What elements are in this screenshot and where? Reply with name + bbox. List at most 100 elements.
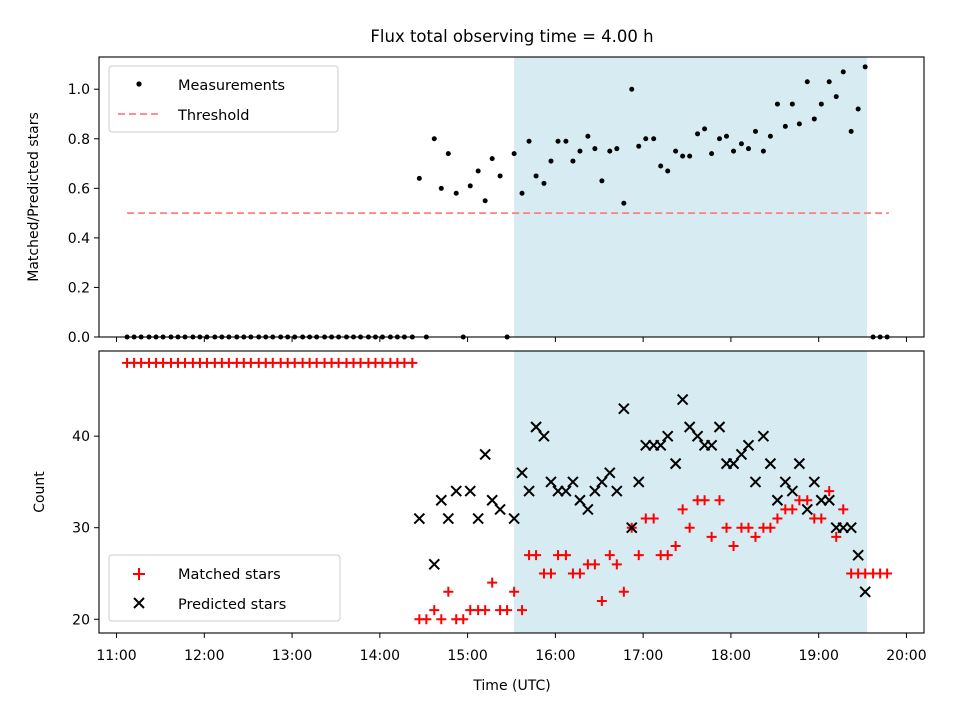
matched-star-marker: [618, 586, 629, 597]
matched-star-marker: [882, 568, 893, 579]
predicted-star-marker: [450, 485, 462, 497]
matched-star-marker: [480, 605, 491, 616]
bottom-panel: 20 30 40 11:00 12:00 13:00 14:00 15:00 16:00 17:0…: [32, 350, 927, 694]
measurement-point: [702, 126, 708, 132]
matched-star-marker: [429, 605, 440, 616]
matched-star-marker: [816, 513, 827, 524]
measurement-point: [438, 185, 444, 191]
measurement-point: [541, 180, 547, 186]
top-legend: Measurements Threshold: [108, 65, 339, 133]
predicted-star-marker: [654, 439, 667, 452]
matched-star-marker: [802, 495, 813, 506]
figure-title: Flux total observing time = 4.00 h: [370, 27, 653, 46]
measurement-point: [826, 79, 832, 85]
measurement-point: [555, 138, 561, 144]
measurement-point: [511, 151, 517, 157]
bottom-x-tick-label: 18:00: [711, 648, 751, 664]
predicted-star-marker: [589, 485, 601, 497]
matched-star-marker: [706, 531, 717, 542]
matched-star-marker: [509, 586, 520, 597]
matched-star-marker: [648, 513, 659, 524]
bottom-x-tick-label: 13:00: [272, 648, 312, 664]
predicted-star-marker: [626, 522, 638, 534]
predicted-star-marker: [808, 476, 821, 488]
measurement-point: [848, 128, 854, 134]
predicted-star-marker: [859, 586, 871, 598]
predicted-star-marker: [604, 467, 616, 479]
measurement-point: [695, 131, 701, 137]
predicted-star-marker: [757, 430, 770, 442]
bottom-x-tick-label: 20:00: [886, 648, 926, 664]
measurement-point: [416, 175, 422, 181]
predicted-star-marker: [530, 421, 542, 433]
bottom-x-tick-label: 17:00: [623, 648, 663, 664]
measurement-point: [585, 133, 591, 139]
measurement-point: [731, 148, 737, 154]
top-legend-box: [108, 65, 339, 133]
measurement-point: [818, 101, 824, 107]
measurement-point: [752, 128, 758, 134]
measurement-point: [533, 173, 539, 179]
matched-star-marker: [714, 495, 725, 506]
matched-star-marker: [531, 550, 542, 561]
matched-star-marker: [765, 522, 776, 533]
matched-star-marker: [721, 522, 732, 533]
predicted-star-marker: [472, 512, 484, 525]
bottom-x-tick-label: 14:00: [360, 648, 400, 664]
legend-matched-label: Matched stars: [178, 567, 281, 583]
measurement-point: [796, 121, 802, 127]
measurement-point: [767, 133, 773, 139]
top-y-ticks: 0.0 0.2 0.4 0.6 0.8 1.0: [68, 82, 907, 346]
predicted-star-marker: [494, 503, 506, 516]
legend-measurements-label: Measurements: [178, 78, 285, 94]
measurement-point: [643, 136, 649, 142]
predicted-star-marker: [413, 512, 426, 525]
matched-star-marker: [743, 522, 754, 533]
bottom-x-tick-label: 15:00: [447, 648, 487, 664]
matched-star-marker: [589, 559, 600, 570]
measurement-point: [519, 190, 525, 196]
measurement-point: [665, 168, 671, 174]
measurement-point: [687, 153, 693, 159]
predicted-star-marker: [508, 512, 520, 525]
measurement-point: [489, 156, 495, 162]
predicted-star-marker: [442, 512, 455, 525]
predicted-star-marker: [464, 485, 476, 497]
top-y-axis-label: Matched/Predicted stars: [26, 112, 42, 282]
measurement-point: [680, 153, 686, 159]
matched-star-marker: [517, 605, 528, 616]
measurement-point: [804, 79, 810, 85]
measurement-point: [431, 136, 437, 142]
legend-predicted-label: Predicted stars: [178, 597, 286, 613]
predicted-star-marker: [676, 393, 689, 406]
matched-star-marker: [662, 550, 673, 561]
measurement-point: [636, 143, 642, 149]
measurement-point: [833, 94, 839, 100]
predicted-star-marker: [435, 494, 447, 506]
top-y-tick-label: 1.0: [68, 82, 90, 98]
top-axes-frame: [98, 56, 925, 338]
measurement-point: [453, 190, 459, 196]
top-y-tick-label: 0.4: [68, 231, 90, 247]
matched-star-marker: [574, 568, 585, 579]
predicted-star-marker: [793, 457, 806, 470]
matched-star-marker: [684, 522, 695, 533]
bottom-legend-box: [108, 554, 341, 622]
matched-star-marker: [772, 513, 783, 524]
measurement-point: [840, 69, 846, 75]
bottom-y-axis-label: Count: [32, 471, 48, 513]
bottom-axes-frame: [98, 350, 925, 634]
predicted-star-marker: [845, 522, 857, 534]
measurement-point: [475, 168, 481, 174]
measurement-point: [658, 163, 664, 169]
predicted-star-marker: [582, 503, 594, 516]
bottom-axis-ticks: 20 30 40 11:00 12:00 13:00 14:00 15:00 16:00 17:0…: [72, 429, 926, 664]
predicted-star-marker: [823, 494, 835, 506]
bottom-y-tick-label: 40: [72, 429, 90, 445]
predicted-star-marker: [633, 476, 645, 488]
top-plot-content: [124, 64, 890, 340]
legend-predicted-marker: [133, 597, 145, 609]
matched-star-marker: [633, 550, 644, 561]
measurement-point: [855, 106, 861, 112]
predicted-star-marker: [538, 430, 550, 442]
